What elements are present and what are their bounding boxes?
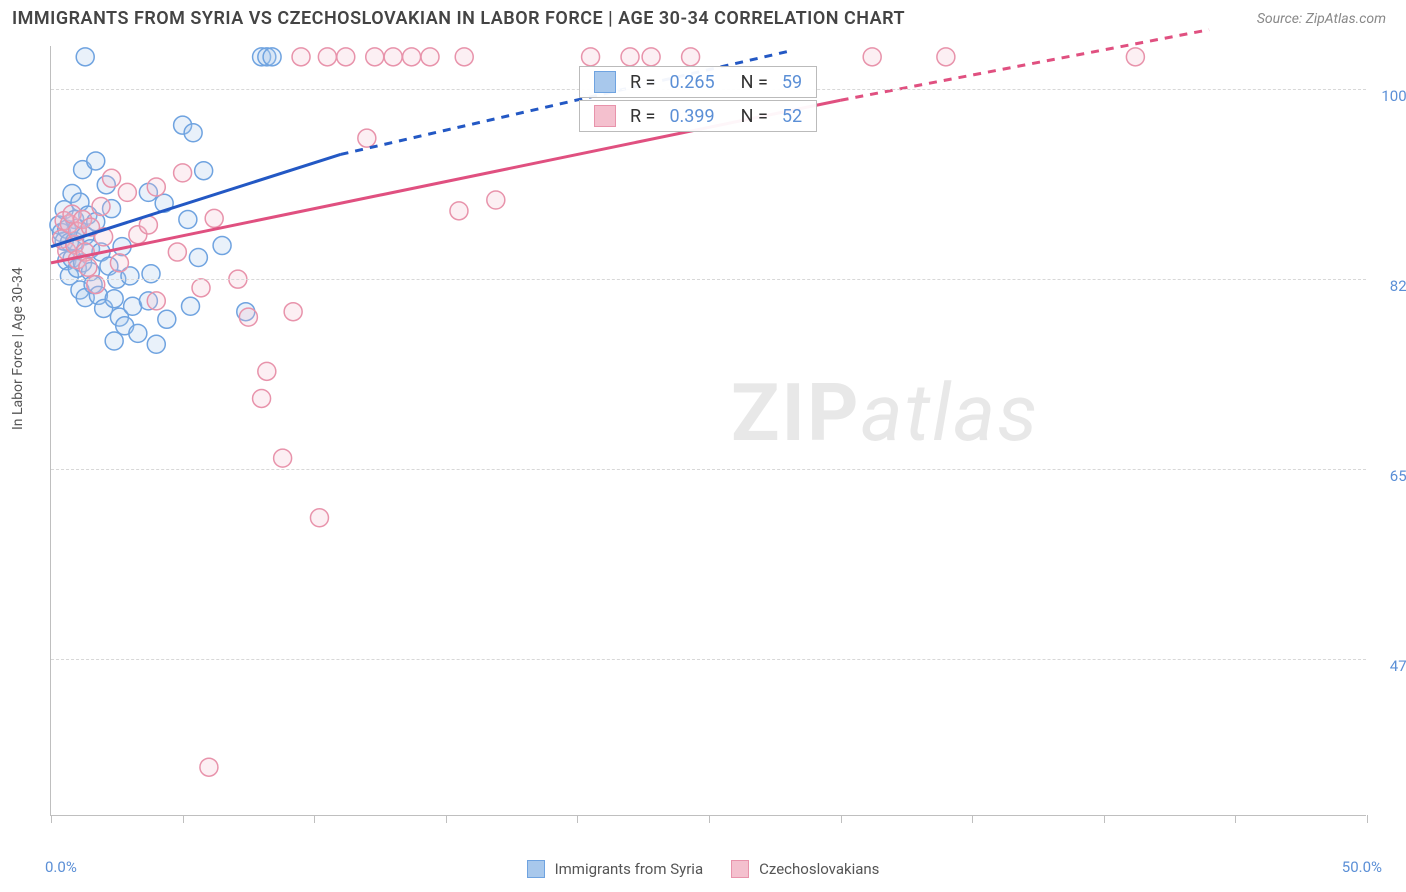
data-point bbox=[147, 335, 165, 353]
data-point bbox=[87, 152, 105, 170]
data-point bbox=[253, 389, 271, 407]
legend-swatch bbox=[731, 860, 749, 878]
x-tick bbox=[1367, 815, 1368, 823]
data-point bbox=[642, 48, 660, 66]
x-tick bbox=[577, 815, 578, 823]
data-point bbox=[318, 48, 336, 66]
data-point bbox=[179, 211, 197, 229]
x-tick bbox=[841, 815, 842, 823]
data-point bbox=[110, 254, 128, 272]
y-tick-label: 47.5% bbox=[1374, 657, 1406, 675]
legend-swatch bbox=[594, 105, 616, 127]
y-tick-label: 100.0% bbox=[1374, 87, 1406, 105]
plot-area: ZIPatlas 100.0%82.5%65.0%47.5%R = 0.265N… bbox=[50, 46, 1366, 816]
n-value: 52 bbox=[782, 106, 802, 127]
data-point bbox=[292, 48, 310, 66]
data-point bbox=[174, 164, 192, 182]
data-point bbox=[147, 292, 165, 310]
data-point bbox=[421, 48, 439, 66]
data-point bbox=[284, 303, 302, 321]
gridline bbox=[51, 469, 1366, 470]
data-point bbox=[621, 48, 639, 66]
x-tick bbox=[51, 815, 52, 823]
x-tick bbox=[1104, 815, 1105, 823]
data-point bbox=[239, 308, 257, 326]
chart-svg bbox=[51, 46, 1366, 815]
r-value: 0.265 bbox=[669, 72, 714, 93]
data-point bbox=[195, 162, 213, 180]
data-point bbox=[258, 362, 276, 380]
data-point bbox=[158, 310, 176, 328]
data-point bbox=[937, 48, 955, 66]
legend-swatch bbox=[527, 860, 545, 878]
x-tick bbox=[709, 815, 710, 823]
correlation-box: R = 0.399 N = 52 bbox=[579, 100, 817, 132]
n-label: N = bbox=[741, 72, 768, 93]
legend-item: Immigrants from Syria bbox=[527, 860, 704, 878]
data-point bbox=[213, 237, 231, 255]
data-point bbox=[487, 191, 505, 209]
data-point bbox=[200, 758, 218, 776]
data-point bbox=[582, 48, 600, 66]
legend-swatch bbox=[594, 71, 616, 93]
data-point bbox=[76, 48, 94, 66]
data-point bbox=[129, 324, 147, 342]
data-point bbox=[450, 202, 468, 220]
data-point bbox=[403, 48, 421, 66]
data-point bbox=[118, 183, 136, 201]
x-tick bbox=[972, 815, 973, 823]
data-point bbox=[358, 129, 376, 147]
data-point bbox=[205, 209, 223, 227]
data-point bbox=[189, 248, 207, 266]
x-tick bbox=[183, 815, 184, 823]
data-point bbox=[168, 243, 186, 261]
data-point bbox=[366, 48, 384, 66]
data-point bbox=[682, 48, 700, 66]
data-point bbox=[337, 48, 355, 66]
legend-label: Immigrants from Syria bbox=[555, 860, 704, 878]
legend-item: Czechoslovakians bbox=[731, 860, 879, 878]
data-point bbox=[263, 48, 281, 66]
n-label: N = bbox=[741, 106, 768, 127]
data-point bbox=[274, 449, 292, 467]
correlation-box: R = 0.265 N = 59 bbox=[579, 66, 817, 98]
r-value: 0.399 bbox=[669, 106, 714, 127]
bottom-legend: Immigrants from Syria Czechoslovakians bbox=[0, 860, 1406, 878]
y-tick-label: 82.5% bbox=[1374, 277, 1406, 295]
x-tick bbox=[1235, 815, 1236, 823]
gridline bbox=[51, 659, 1366, 660]
legend-label: Czechoslovakians bbox=[759, 860, 879, 878]
chart-title: IMMIGRANTS FROM SYRIA VS CZECHOSLOVAKIAN… bbox=[12, 8, 905, 29]
data-point bbox=[184, 124, 202, 142]
data-point bbox=[105, 332, 123, 350]
data-point bbox=[863, 48, 881, 66]
data-point bbox=[192, 279, 210, 297]
y-axis-label: In Labor Force | Age 30-34 bbox=[10, 267, 26, 430]
x-tick bbox=[446, 815, 447, 823]
data-point bbox=[103, 169, 121, 187]
gridline bbox=[51, 279, 1366, 280]
data-point bbox=[1126, 48, 1144, 66]
n-value: 59 bbox=[782, 72, 802, 93]
x-tick bbox=[314, 815, 315, 823]
data-point bbox=[455, 48, 473, 66]
r-label: R = bbox=[630, 106, 655, 127]
data-point bbox=[384, 48, 402, 66]
r-label: R = bbox=[630, 72, 655, 93]
y-tick-label: 65.0% bbox=[1374, 467, 1406, 485]
data-point bbox=[147, 178, 165, 196]
data-point bbox=[105, 290, 123, 308]
data-point bbox=[92, 198, 110, 216]
data-point bbox=[181, 297, 199, 315]
data-point bbox=[310, 509, 328, 527]
data-point bbox=[79, 258, 97, 276]
source-label: Source: ZipAtlas.com bbox=[1257, 11, 1386, 27]
